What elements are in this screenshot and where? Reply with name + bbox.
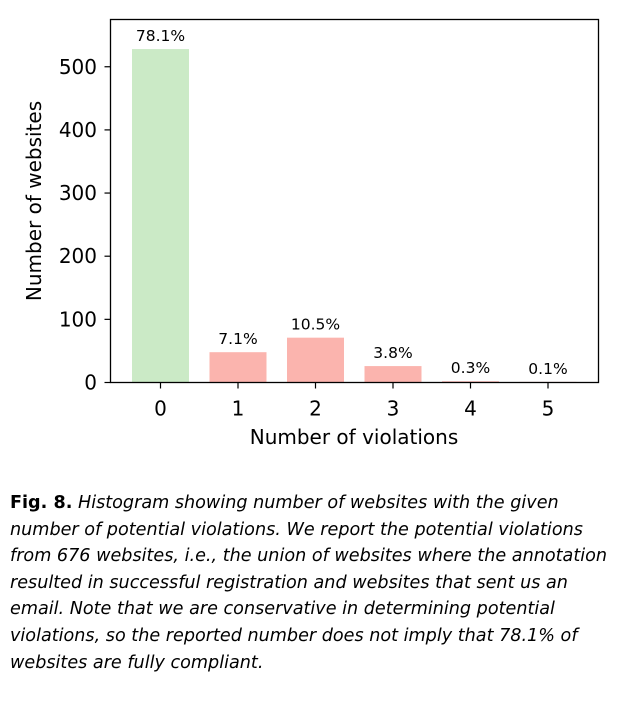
x-tick-label-2: 2 (309, 397, 322, 421)
bar-labels-group: 78.1% 7.1% 10.5% 3.8% 0.3% 0.1% (136, 27, 568, 378)
x-tick-label-5: 5 (542, 397, 555, 421)
y-tick-label-200: 200 (59, 244, 97, 268)
bar-0 (132, 49, 189, 383)
bar-1 (209, 352, 267, 383)
y-axis-ticks: 0 100 200 300 400 500 (59, 55, 111, 395)
caption-label: Fig. 8. (10, 493, 73, 513)
bar-label-5: 0.1% (528, 360, 567, 378)
bar-label-4: 0.3% (451, 359, 490, 377)
bar-label-2: 10.5% (291, 316, 340, 334)
x-tick-label-4: 4 (464, 397, 477, 421)
x-tick-label-0: 0 (154, 397, 167, 421)
bar-3 (364, 366, 422, 383)
x-tick-label-3: 3 (387, 397, 400, 421)
bar-2 (287, 337, 344, 383)
x-axis-label: Number of violations (250, 425, 459, 449)
bar-label-0: 78.1% (136, 27, 185, 45)
x-tick-label-1: 1 (232, 397, 245, 421)
y-axis-label: Number of websites (22, 101, 46, 301)
y-tick-label-0: 0 (84, 371, 97, 395)
plot-frame (109, 18, 600, 384)
caption-text: Histogram showing number of websites wit… (10, 493, 608, 673)
x-axis-ticks: 0 1 2 3 4 5 (154, 382, 555, 421)
y-tick-label-300: 300 (59, 181, 97, 205)
histogram-chart: 78.1% 7.1% 10.5% 3.8% 0.3% 0.1% 0 1 2 3 4 5 0 100 20… (22, 18, 600, 449)
y-tick-label-100: 100 (59, 307, 97, 331)
figure-caption: Fig. 8. Histogram showing number of webs… (10, 490, 622, 676)
bar-label-1: 7.1% (218, 330, 257, 348)
bars-group (132, 49, 577, 383)
bar-label-3: 3.8% (373, 344, 412, 362)
y-tick-label-500: 500 (59, 55, 97, 79)
y-tick-label-400: 400 (59, 118, 97, 142)
